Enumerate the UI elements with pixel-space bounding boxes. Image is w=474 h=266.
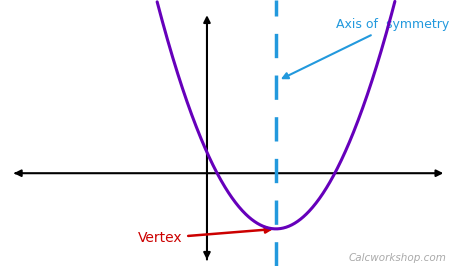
Text: Axis of  symmetry: Axis of symmetry bbox=[283, 18, 449, 78]
Text: Calcworkshop.com: Calcworkshop.com bbox=[348, 253, 446, 263]
Text: Vertex: Vertex bbox=[138, 227, 270, 245]
